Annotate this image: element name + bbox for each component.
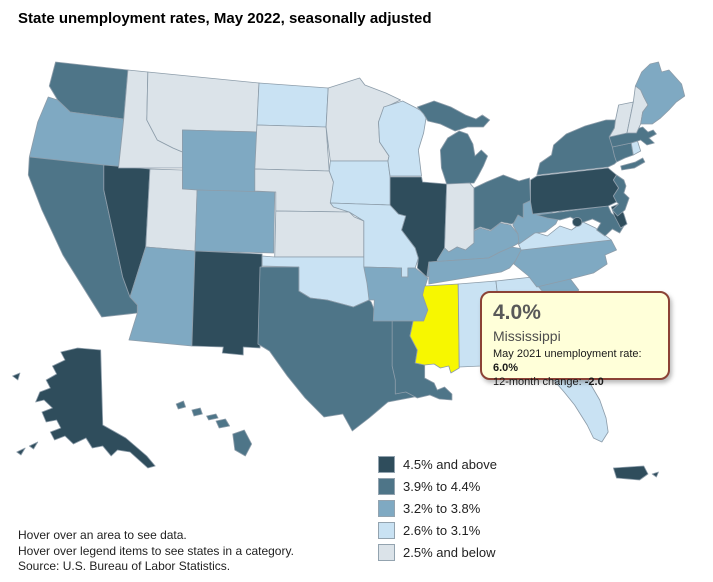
state-HI[interactable] [175,400,253,457]
tooltip-rate: 4.0% [493,301,541,324]
page-title: State unemployment rates, May 2022, seas… [18,10,432,27]
state-RI[interactable] [630,140,642,156]
legend-swatch-cat5 [378,456,395,473]
legend-item-cat4[interactable]: 3.9% to 4.4% [378,478,497,495]
tooltip-state: Mississippi [493,328,561,344]
footer-hover-hint: Hover over an area to see data. [18,528,187,542]
state-SD[interactable] [254,124,330,172]
state-CO[interactable] [194,189,276,254]
legend: 4.5% and above 3.9% to 4.4% 3.2% to 3.8% 2.… [378,456,497,566]
state-NC[interactable] [513,239,617,288]
tooltip-change: 12-month change: -2.0 [493,376,604,388]
legend-item-cat1[interactable]: 2.5% and below [378,544,497,561]
state-ME[interactable] [634,61,686,125]
state-IL[interactable] [389,176,448,278]
state-IA[interactable] [328,160,399,206]
legend-label-cat5: 4.5% and above [403,457,497,472]
state-WY[interactable] [182,129,258,193]
state-MS[interactable] [409,283,460,374]
state-WI[interactable] [378,100,428,177]
tooltip-prev-rate: May 2021 unemployment rate: 6.0% [493,348,642,374]
state-MI[interactable] [416,100,491,185]
footer-legend-hint: Hover over legend items to see states in… [18,543,294,558]
state-KS[interactable] [274,210,365,258]
state-IN[interactable] [444,182,475,253]
legend-label-cat1: 2.5% and below [403,545,496,560]
state-AR[interactable] [363,266,429,322]
legend-swatch-cat4 [378,478,395,495]
legend-label-cat2: 2.6% to 3.1% [403,523,481,538]
legend-swatch-cat2 [378,522,395,539]
legend-label-cat3: 3.2% to 3.8% [403,501,481,516]
state-PR[interactable] [612,465,659,481]
legend-item-cat2[interactable]: 2.6% to 3.1% [378,522,497,539]
state-NM[interactable] [191,250,263,356]
legend-swatch-cat1 [378,544,395,561]
tooltip: 4.0% Mississippi May 2021 unemployment r… [480,291,670,388]
legend-item-cat3[interactable]: 3.2% to 3.8% [378,500,497,517]
legend-swatch-cat3 [378,500,395,517]
state-NJ[interactable] [611,174,630,217]
legend-item-cat5[interactable]: 4.5% and above [378,456,497,473]
legend-label-cat4: 3.9% to 4.4% [403,479,481,494]
footer-notes: Hover over an area to see data. Hover ov… [18,528,294,575]
state-ND[interactable] [256,82,329,128]
footer-source: Source: U.S. Bureau of Labor Statistics. [18,559,231,573]
state-DC[interactable] [572,217,583,227]
state-MA[interactable] [608,126,657,148]
state-AK[interactable] [12,347,156,469]
